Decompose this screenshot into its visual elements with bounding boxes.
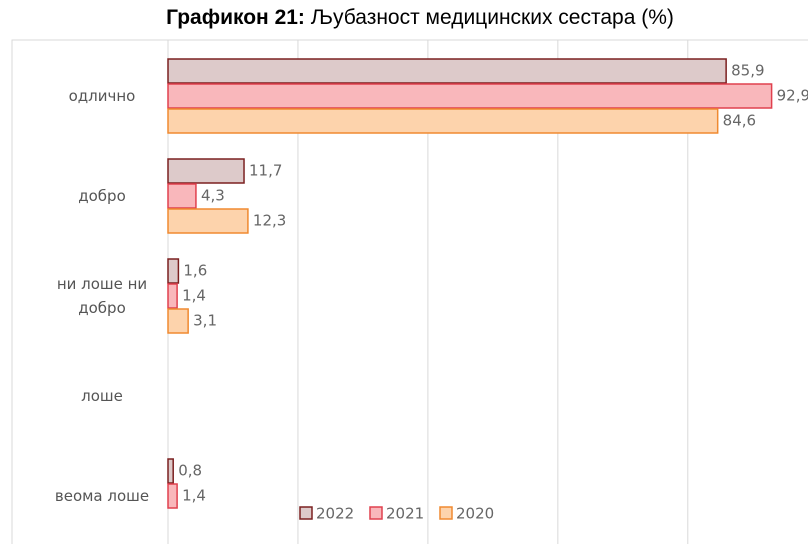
value-label: 1,4 xyxy=(182,487,206,505)
category-label: лоше xyxy=(81,387,123,405)
chart-title: Графикон 21: Љубазност медицинских сеста… xyxy=(0,6,808,30)
title-number: Графикон 21: xyxy=(166,6,305,29)
value-label: 92,9 xyxy=(777,87,808,105)
bar xyxy=(167,258,180,284)
value-label: 3,1 xyxy=(193,312,217,330)
bar xyxy=(167,458,174,484)
legend-label: 2021 xyxy=(386,505,424,523)
value-label: 1,6 xyxy=(183,262,207,280)
title-text: Љубазност медицинских сестара (%) xyxy=(310,6,674,29)
bar xyxy=(167,183,197,209)
category-label: одлично xyxy=(68,87,136,105)
legend-swatch xyxy=(439,506,453,520)
plot-frame xyxy=(11,39,808,544)
value-label: 0,8 xyxy=(178,462,202,480)
legend-label: 2022 xyxy=(316,505,354,523)
value-label: 1,4 xyxy=(182,287,206,305)
category-label: ни лоше ни добро xyxy=(56,275,148,317)
bar xyxy=(167,158,245,184)
bar xyxy=(167,83,773,109)
value-label: 12,3 xyxy=(253,212,286,230)
bar xyxy=(167,283,178,309)
bar xyxy=(167,58,727,84)
legend-swatch xyxy=(299,506,313,520)
value-label: 84,6 xyxy=(723,112,756,130)
value-label: 85,9 xyxy=(731,62,764,80)
bar xyxy=(167,208,249,234)
bar xyxy=(167,108,719,134)
category-label: добро xyxy=(78,187,126,205)
category-label: веома лоше xyxy=(54,487,150,505)
legend-label: 2020 xyxy=(456,505,494,523)
value-label: 11,7 xyxy=(249,162,282,180)
legend-swatch xyxy=(369,506,383,520)
value-label: 4,3 xyxy=(201,187,225,205)
bar xyxy=(167,483,178,509)
bar xyxy=(167,308,189,334)
